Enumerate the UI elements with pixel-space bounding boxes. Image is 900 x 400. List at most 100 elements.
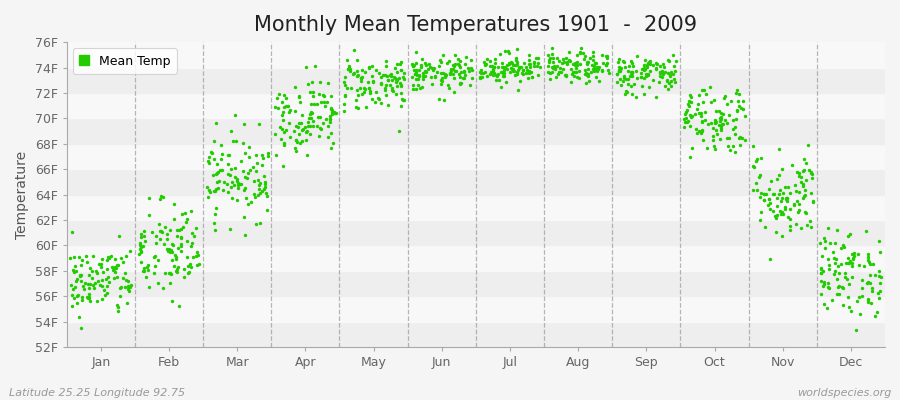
- Point: [498, 64, 512, 70]
- Point: [189, 224, 203, 231]
- Point: [310, 113, 325, 120]
- Point: [204, 148, 219, 155]
- Point: [752, 217, 767, 223]
- Point: [621, 80, 635, 87]
- Point: [541, 52, 555, 58]
- Point: [684, 94, 698, 101]
- Point: [803, 218, 817, 224]
- Point: [207, 188, 221, 194]
- Point: [783, 216, 797, 222]
- Point: [814, 264, 829, 271]
- Point: [698, 117, 712, 124]
- Point: [580, 71, 595, 78]
- Point: [661, 86, 675, 92]
- Point: [842, 260, 856, 266]
- Point: [770, 202, 784, 209]
- Point: [690, 106, 705, 112]
- Point: [446, 71, 461, 77]
- Point: [796, 180, 810, 187]
- Point: [815, 283, 830, 290]
- Point: [338, 100, 352, 107]
- Point: [117, 270, 131, 276]
- Point: [169, 269, 184, 276]
- Point: [255, 162, 269, 168]
- Point: [160, 236, 175, 242]
- Point: [497, 73, 511, 79]
- Point: [137, 264, 151, 271]
- Point: [396, 74, 410, 80]
- Point: [785, 162, 799, 168]
- Point: [79, 253, 94, 259]
- Point: [657, 64, 671, 70]
- Point: [551, 70, 565, 77]
- Point: [472, 75, 487, 82]
- Point: [518, 60, 532, 66]
- Title: Monthly Mean Temperatures 1901  -  2009: Monthly Mean Temperatures 1901 - 2009: [255, 15, 698, 35]
- Point: [202, 160, 216, 166]
- Point: [842, 254, 856, 261]
- Point: [238, 174, 252, 180]
- Point: [457, 69, 472, 75]
- Point: [727, 124, 742, 130]
- Point: [680, 119, 694, 125]
- Point: [273, 124, 287, 130]
- Point: [82, 291, 96, 298]
- Bar: [67, 194, 885, 220]
- Point: [351, 72, 365, 78]
- Point: [616, 58, 630, 65]
- Point: [708, 108, 723, 114]
- Point: [511, 65, 526, 71]
- Point: [776, 211, 790, 217]
- Point: [860, 280, 875, 286]
- Point: [69, 276, 84, 282]
- Point: [211, 160, 225, 167]
- Point: [843, 231, 858, 238]
- Point: [390, 77, 404, 84]
- Point: [813, 240, 827, 246]
- Point: [428, 73, 443, 79]
- Point: [749, 158, 763, 164]
- Point: [679, 115, 693, 122]
- Point: [822, 256, 836, 262]
- Point: [668, 79, 682, 86]
- Point: [82, 295, 96, 301]
- Point: [871, 290, 886, 296]
- Point: [153, 195, 167, 202]
- Point: [478, 69, 492, 76]
- Point: [656, 71, 670, 77]
- Point: [763, 200, 778, 206]
- Point: [378, 58, 392, 64]
- Point: [248, 220, 263, 227]
- Point: [851, 294, 866, 300]
- Point: [374, 81, 388, 88]
- Point: [616, 78, 630, 84]
- Point: [92, 261, 106, 267]
- Point: [425, 81, 439, 87]
- Point: [861, 279, 876, 286]
- Point: [757, 196, 771, 203]
- Point: [433, 81, 447, 87]
- Point: [317, 93, 331, 99]
- Point: [708, 146, 723, 153]
- Point: [599, 53, 614, 60]
- Point: [175, 248, 189, 254]
- Point: [416, 70, 430, 77]
- Point: [97, 292, 112, 298]
- Point: [625, 72, 639, 78]
- Point: [683, 99, 698, 106]
- Point: [658, 69, 672, 75]
- Point: [707, 119, 722, 125]
- Point: [271, 105, 285, 111]
- Point: [511, 67, 526, 74]
- Point: [588, 66, 602, 72]
- Point: [489, 76, 503, 83]
- Point: [379, 63, 393, 69]
- Point: [236, 168, 250, 174]
- Point: [180, 216, 194, 222]
- Point: [723, 135, 737, 141]
- Point: [860, 254, 875, 260]
- Point: [624, 58, 638, 64]
- Point: [620, 89, 634, 96]
- Point: [682, 153, 697, 160]
- Point: [714, 116, 728, 122]
